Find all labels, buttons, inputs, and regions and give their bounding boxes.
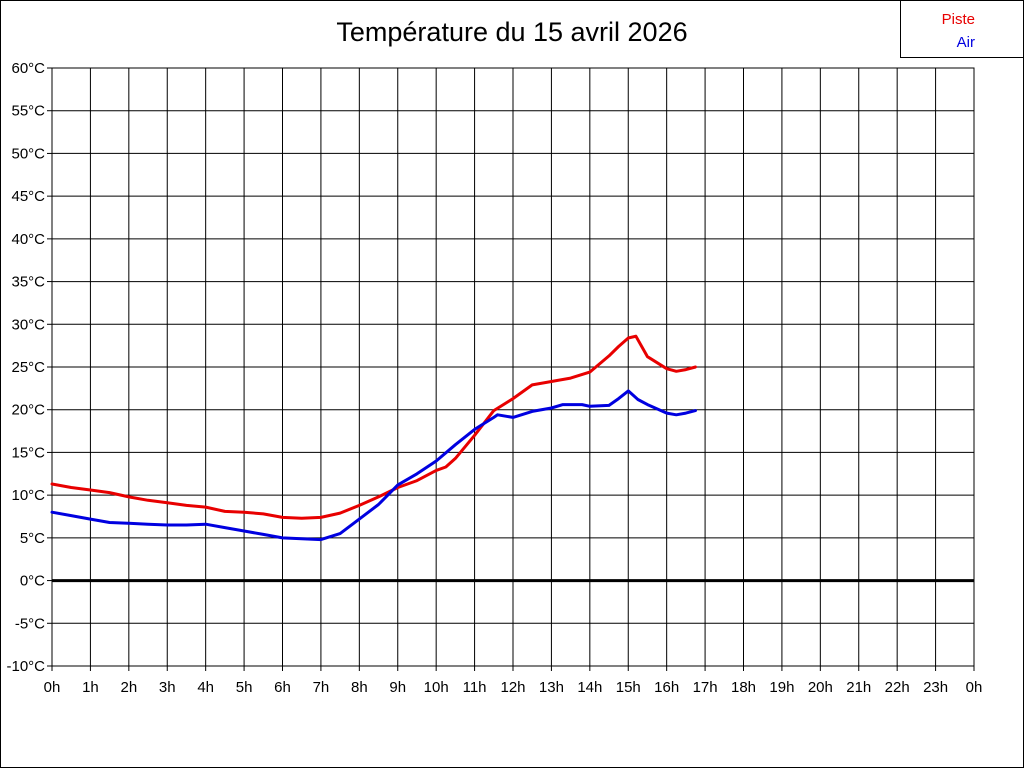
x-tick-label: 3h [159,679,176,696]
y-tick-label: 10°C [11,487,45,504]
x-tick-label: 0h [966,679,983,696]
x-tick-label: 20h [808,679,833,696]
x-tick-label: 7h [313,679,330,696]
x-tick-label: 9h [389,679,406,696]
y-tick-label: 40°C [11,231,45,248]
legend-item-air: Air [956,34,975,51]
x-tick-label: 16h [654,679,679,696]
x-tick-label: 17h [693,679,718,696]
x-tick-label: 13h [539,679,564,696]
y-tick-label: 30°C [11,316,45,333]
x-tick-label: 12h [500,679,525,696]
y-tick-label: 20°C [11,402,45,419]
x-tick-label: 2h [120,679,137,696]
x-tick-label: 14h [577,679,602,696]
x-tick-label: 0h [44,679,61,696]
legend: Piste Air [900,1,1023,58]
y-tick-label: 25°C [11,359,45,376]
x-tick-label: 5h [236,679,253,696]
x-tick-label: 21h [846,679,871,696]
y-tick-label: -5°C [15,615,45,632]
plot-frame [51,67,975,667]
x-tick-label: 11h [463,679,487,696]
x-tick-label: 1h [82,679,99,696]
chart-title: Température du 15 avril 2026 [336,17,688,47]
x-tick-label: 4h [197,679,214,696]
x-tick-label: 8h [351,679,368,696]
y-tick-label: 5°C [20,530,45,547]
y-tick-label: 45°C [11,188,45,205]
x-tick-label: 19h [769,679,794,696]
y-tick-label: -10°C [6,658,45,675]
y-tick-label: 55°C [11,103,45,120]
x-tick-label: 6h [274,679,291,696]
series-line-piste [50,334,697,520]
legend-item-piste: Piste [941,11,975,28]
y-tick-label: 60°C [11,60,45,77]
x-tick-label: 10h [424,679,449,696]
series-line-air [50,389,697,542]
x-tick-label: 18h [731,679,756,696]
y-tick-label: 50°C [11,145,45,162]
x-tick-label: 15h [616,679,641,696]
y-tick-label: 0°C [20,573,45,590]
x-tick-label: 23h [923,679,948,696]
y-tick-label: 15°C [11,444,45,461]
x-tick-label: 22h [885,679,910,696]
y-tick-label: 35°C [11,274,45,291]
